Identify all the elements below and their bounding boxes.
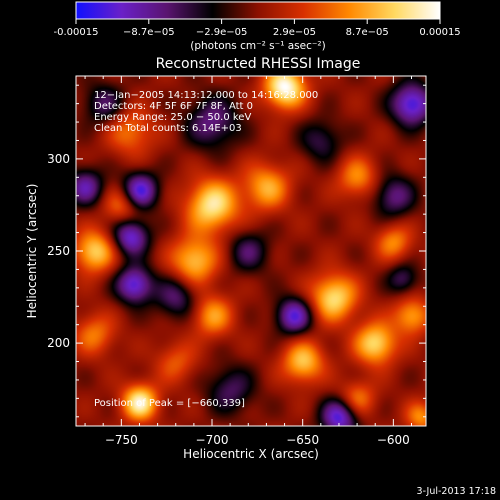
heatmap-canvas xyxy=(76,76,426,426)
annotation-block: 12−Jan−2005 14:13:12.000 to 14:16:28.000… xyxy=(94,90,318,134)
colorbar-tick-label: −2.9e−05 xyxy=(196,27,248,38)
colorbar-tick-label: 8.7e−05 xyxy=(346,27,389,38)
x-axis-label: Heliocentric X (arcsec) xyxy=(183,447,319,461)
chart-title: Reconstructed RHESSI Image xyxy=(156,56,361,72)
y-axis: 200 250 300 xyxy=(47,84,426,418)
y-axis-label: Heliocentric Y (arcsec) xyxy=(25,184,39,319)
heatmap xyxy=(76,76,426,426)
footer-timestamp: 3-Jul-2013 17:18 xyxy=(417,486,496,497)
y-tick-label: 300 xyxy=(47,152,70,166)
x-tick-label: −700 xyxy=(196,433,229,447)
colorbar-tick-label: -0.00015 xyxy=(54,27,99,38)
y-tick-label: 250 xyxy=(47,244,70,258)
annotation-line: Clean Total counts: 6.14E+03 xyxy=(94,123,242,134)
x-axis: −750 −700 −650 −600 xyxy=(84,76,412,447)
x-tick-label: −750 xyxy=(105,433,138,447)
x-tick-label: −650 xyxy=(286,433,319,447)
annotation-line: Detectors: 4F 5F 6F 7F 8F, Att 0 xyxy=(94,101,253,112)
peak-position-label: Position of Peak = [−660,339] xyxy=(94,398,245,409)
colorbar-units-label: (photons cm⁻² s⁻¹ asec⁻²) xyxy=(190,40,325,52)
colorbar: -0.00015 −8.7e−05 −2.9e−05 2.9e−05 8.7e−05 0.… xyxy=(54,1,461,52)
y-tick-label: 200 xyxy=(47,336,70,350)
colorbar-tick-label: 2.9e−05 xyxy=(273,27,316,38)
annotation-line: 12−Jan−2005 14:13:12.000 to 14:16:28.000 xyxy=(94,90,318,101)
colorbar-strip xyxy=(75,1,441,20)
colorbar-ticks: -0.00015 −8.7e−05 −2.9e−05 2.9e−05 8.7e−05 0.… xyxy=(54,19,461,38)
annotation-line: Energy Range: 25.0 − 50.0 keV xyxy=(94,112,251,123)
x-tick-label: −600 xyxy=(377,433,410,447)
colorbar-tick-label: −8.7e−05 xyxy=(123,27,175,38)
colorbar-tick-label: 0.00015 xyxy=(419,27,460,38)
